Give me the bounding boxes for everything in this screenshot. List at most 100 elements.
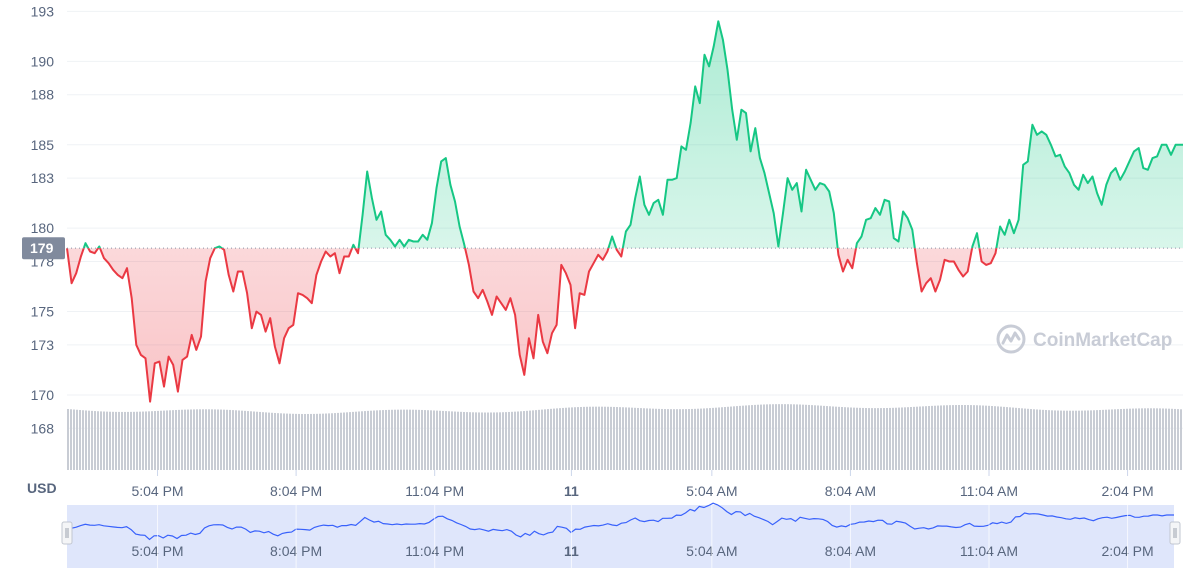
y-tick-label: 193	[31, 3, 55, 19]
volume-bar	[973, 405, 975, 470]
volume-bar	[826, 406, 828, 470]
volume-bar	[850, 407, 852, 470]
volume-bar	[508, 411, 510, 470]
volume-bar	[982, 405, 984, 470]
volume-bar	[274, 412, 276, 470]
volume-bar	[514, 411, 516, 470]
volume-bar	[1069, 410, 1071, 470]
volume-bar	[136, 411, 138, 470]
volume-bar	[1018, 408, 1020, 470]
volume-bar	[574, 407, 576, 470]
volume-bar	[358, 411, 360, 470]
volume-bar	[1123, 408, 1125, 470]
navigator-range[interactable]	[67, 505, 1174, 568]
volume-bar	[112, 411, 114, 470]
volume-bar	[1165, 408, 1167, 470]
volume-bar	[1117, 409, 1119, 470]
volume-bar	[838, 406, 840, 470]
volume-bar	[415, 409, 417, 470]
volume-bar	[214, 409, 216, 470]
navigator-right-handle[interactable]	[1169, 521, 1181, 545]
volume-bar	[412, 409, 414, 470]
volume-bar	[148, 411, 150, 470]
volume-bar	[1096, 410, 1098, 470]
volume-bar	[85, 410, 87, 470]
volume-bar	[247, 411, 249, 470]
volume-bar	[760, 404, 762, 470]
volume-bar	[490, 412, 492, 470]
volume-bar	[259, 411, 261, 470]
volume-bar	[271, 412, 273, 470]
volume-bar	[868, 408, 870, 470]
volume-bar	[529, 410, 531, 470]
navigator-left-handle[interactable]	[61, 521, 73, 545]
volume-bar	[865, 408, 867, 470]
volume-bar	[907, 407, 909, 470]
volume-bar	[1006, 407, 1008, 470]
volume-bar	[952, 405, 954, 470]
volume-bar	[922, 406, 924, 470]
volume-bar	[169, 410, 171, 470]
volume-bar	[1054, 410, 1056, 470]
volume-bar	[991, 405, 993, 470]
volume-bar	[1141, 408, 1143, 470]
volume-bar	[568, 407, 570, 470]
volume-bar	[745, 405, 747, 470]
volume-bar	[310, 413, 312, 470]
volume-bar	[481, 412, 483, 470]
currency-label: USD	[27, 480, 57, 496]
volume-bar	[304, 413, 306, 470]
y-tick-label: 175	[31, 304, 55, 320]
volume-bar	[685, 409, 687, 470]
volume-bar	[352, 411, 354, 470]
volume-bar	[643, 408, 645, 470]
volume-bar	[862, 407, 864, 470]
volume-bar	[550, 408, 552, 470]
volume-bar	[880, 408, 882, 470]
volume-bar	[520, 411, 522, 470]
volume-bar	[790, 404, 792, 470]
volume-bar	[619, 407, 621, 470]
navigator[interactable]: 5:04 PM 8:04 PM 11:04 PM 11 5:04 AM 8:04 AM 11…	[61, 502, 1181, 568]
volume-bar	[457, 411, 459, 470]
volume-bar	[1162, 408, 1164, 470]
volume-bar	[676, 409, 678, 470]
volume-bar	[127, 411, 129, 470]
volume-bar	[298, 413, 300, 470]
volume-bar	[892, 407, 894, 470]
volume-bar	[994, 406, 996, 470]
volume-bar	[1042, 409, 1044, 470]
volume-bar	[715, 407, 717, 470]
volume-bar	[439, 410, 441, 470]
volume-bar	[193, 409, 195, 470]
volume-bar	[337, 412, 339, 470]
volume-bar	[316, 413, 318, 470]
volume-bar	[634, 407, 636, 470]
volume-bar	[814, 405, 816, 470]
volume-bar	[433, 410, 435, 470]
volume-bar	[262, 412, 264, 470]
volume-bar	[121, 411, 123, 470]
volume-bar	[781, 404, 783, 470]
x-tick-label: 2:04 PM	[1101, 483, 1153, 499]
volume-bar	[175, 410, 177, 470]
volume-bar	[325, 413, 327, 470]
volume-bar	[151, 411, 153, 470]
volume-bar	[943, 405, 945, 470]
price-line	[66, 20, 1183, 403]
volume-bar	[460, 411, 462, 470]
volume-bar	[406, 409, 408, 470]
x-tick-label: 11:04 AM	[960, 483, 1018, 499]
volume-bar	[658, 408, 660, 470]
volume-bar	[820, 405, 822, 470]
volume-bar	[793, 404, 795, 470]
volume-bar	[946, 405, 948, 470]
volume-bar	[100, 411, 102, 470]
volume-bar	[547, 409, 549, 470]
navigator-labels: 5:04 PM 8:04 PM 11:04 PM 11 5:04 AM 8:04 AM 11…	[131, 505, 1154, 568]
volume-bar	[208, 409, 210, 470]
volume-bar	[286, 413, 288, 470]
volume-bar	[280, 413, 282, 470]
